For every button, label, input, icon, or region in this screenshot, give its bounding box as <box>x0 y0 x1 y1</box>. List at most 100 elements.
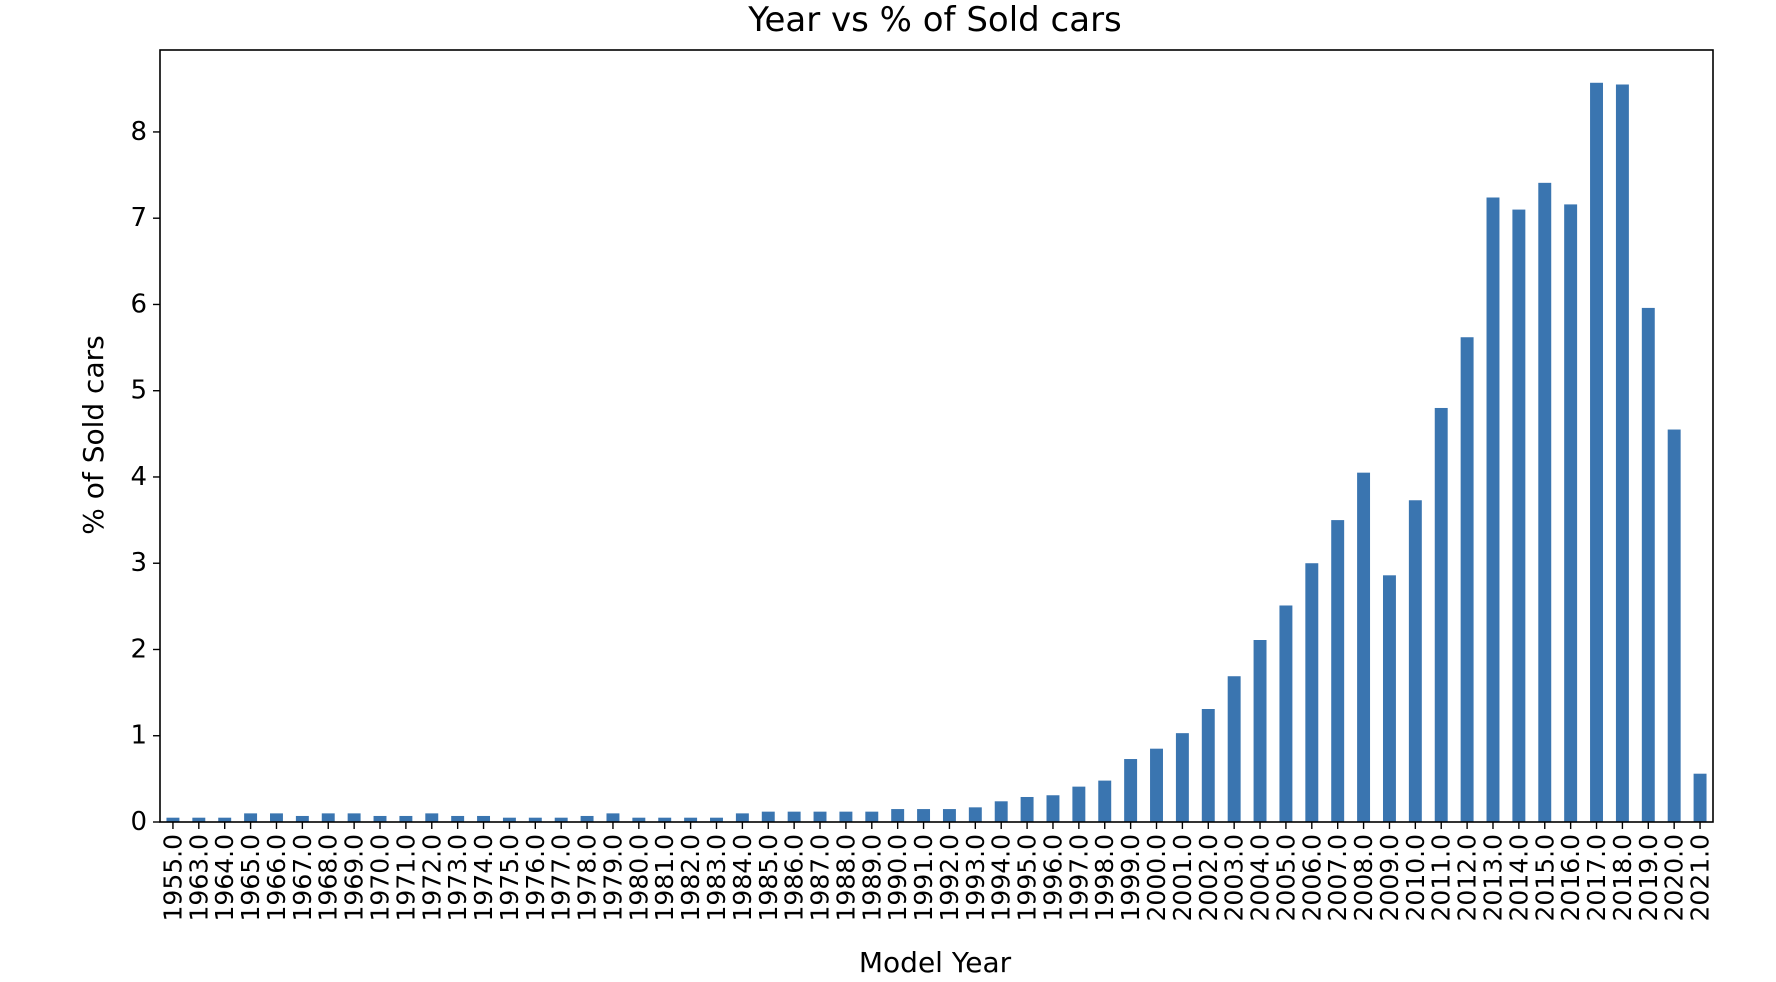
bar-1974.0 <box>477 815 491 822</box>
bar-1969.0 <box>347 813 361 822</box>
x-tick-label: 1990.0 <box>883 834 912 921</box>
bar-2011.0 <box>1434 407 1448 822</box>
x-tick-label: 2011.0 <box>1427 834 1456 921</box>
bar-2009.0 <box>1382 575 1396 822</box>
y-axis-label: % of Sold cars <box>77 335 110 534</box>
y-tick-label: 2 <box>130 634 147 664</box>
x-tick-label: 1971.0 <box>391 834 420 921</box>
y-tick-label: 5 <box>130 376 147 406</box>
bar-1997.0 <box>1072 786 1086 822</box>
x-tick-label: 2014.0 <box>1504 834 1533 921</box>
bar-1967.0 <box>295 815 309 822</box>
bar-2004.0 <box>1253 640 1267 822</box>
bar-1991.0 <box>917 809 931 822</box>
x-tick-label: 2019.0 <box>1634 834 1663 921</box>
x-tick-label: 1988.0 <box>831 834 860 921</box>
bar-1975.0 <box>502 817 516 822</box>
bar-1992.0 <box>942 809 956 822</box>
x-tick-label: 2002.0 <box>1194 834 1223 921</box>
x-tick-label: 1955.0 <box>158 834 187 921</box>
chart-title: Year vs % of Sold cars <box>747 0 1122 40</box>
x-tick-label: 2006.0 <box>1297 834 1326 921</box>
x-tick-label: 2001.0 <box>1168 834 1197 921</box>
x-tick-label: 1975.0 <box>495 834 524 921</box>
bar-1990.0 <box>891 809 905 822</box>
bar-2000.0 <box>1150 748 1163 822</box>
bar-2018.0 <box>1615 84 1629 822</box>
bar-1976.0 <box>528 817 542 822</box>
bar-1972.0 <box>425 813 439 822</box>
x-tick-label: 1967.0 <box>288 834 317 921</box>
y-tick-label: 3 <box>130 548 147 578</box>
bar-2016.0 <box>1564 204 1578 822</box>
x-tick-label: 1998.0 <box>1090 834 1119 921</box>
bar-2021.0 <box>1693 773 1707 822</box>
bar-1980.0 <box>632 817 646 822</box>
x-tick-label: 2016.0 <box>1556 834 1585 921</box>
y-tick-label: 7 <box>130 203 147 233</box>
x-tick-label: 1963.0 <box>184 834 213 921</box>
x-tick-label: 1983.0 <box>702 834 731 921</box>
x-tick-label: 2015.0 <box>1530 834 1559 921</box>
x-tick-label: 1977.0 <box>547 834 576 921</box>
bar-1983.0 <box>710 817 723 822</box>
x-tick-label: 1980.0 <box>624 834 653 921</box>
x-tick-label: 1986.0 <box>780 834 809 921</box>
bar-1994.0 <box>994 801 1008 822</box>
x-tick-label: 2007.0 <box>1323 834 1352 921</box>
bar-2003.0 <box>1227 676 1241 822</box>
x-tick-label: 1981.0 <box>650 834 679 921</box>
x-tick-label: 2012.0 <box>1453 834 1482 921</box>
y-tick-label: 8 <box>130 117 147 147</box>
bar-1998.0 <box>1098 780 1112 822</box>
bar-1982.0 <box>684 817 698 822</box>
x-axis: 1955.01963.01964.01965.01966.01967.01968… <box>158 822 1715 921</box>
bar-1978.0 <box>580 815 594 822</box>
bar-1971.0 <box>399 815 413 822</box>
x-tick-label: 1970.0 <box>366 834 395 921</box>
x-tick-label: 1979.0 <box>598 834 627 921</box>
bar-1985.0 <box>761 811 775 822</box>
bar-1987.0 <box>813 811 827 822</box>
bar-1977.0 <box>554 817 568 822</box>
x-tick-label: 1991.0 <box>909 834 938 921</box>
bar-2013.0 <box>1486 197 1500 822</box>
y-tick-label: 0 <box>130 807 147 837</box>
bar-1964.0 <box>218 817 232 822</box>
bar-2017.0 <box>1590 82 1603 822</box>
bar-2015.0 <box>1538 182 1552 823</box>
bar-1989.0 <box>865 811 879 822</box>
x-tick-label: 2021.0 <box>1686 834 1715 921</box>
x-tick-label: 2005.0 <box>1271 834 1300 921</box>
bar-2019.0 <box>1641 307 1655 822</box>
x-tick-label: 1966.0 <box>262 834 291 921</box>
x-tick-label: 1973.0 <box>443 834 472 921</box>
bar-1963.0 <box>192 817 206 822</box>
x-tick-label: 1987.0 <box>806 834 835 921</box>
bar-1984.0 <box>735 813 749 822</box>
x-tick-label: 1972.0 <box>417 834 446 921</box>
x-tick-label: 1964.0 <box>210 834 239 921</box>
bar-1986.0 <box>787 811 801 822</box>
y-tick-label: 4 <box>130 462 147 492</box>
x-tick-label: 1997.0 <box>1064 834 1093 921</box>
bar-1970.0 <box>373 815 387 822</box>
bar-2001.0 <box>1175 733 1189 822</box>
bar-2006.0 <box>1305 563 1319 822</box>
x-tick-label: 1995.0 <box>1013 834 1042 921</box>
bar-1973.0 <box>451 815 465 822</box>
bar-1999.0 <box>1124 759 1138 822</box>
y-axis: 0 1 2 3 4 5 6 7 8 <box>130 117 160 837</box>
x-tick-label: 1969.0 <box>340 834 369 921</box>
x-tick-label: 1982.0 <box>676 834 705 921</box>
bars <box>166 82 1707 823</box>
x-tick-label: 2004.0 <box>1246 834 1275 921</box>
plot-frame <box>159 49 1714 823</box>
bar-2005.0 <box>1279 605 1293 822</box>
x-tick-label: 1999.0 <box>1116 834 1145 921</box>
bar-1996.0 <box>1046 795 1060 822</box>
x-tick-label: 1996.0 <box>1038 834 1067 921</box>
y-tick-label: 1 <box>130 721 147 751</box>
